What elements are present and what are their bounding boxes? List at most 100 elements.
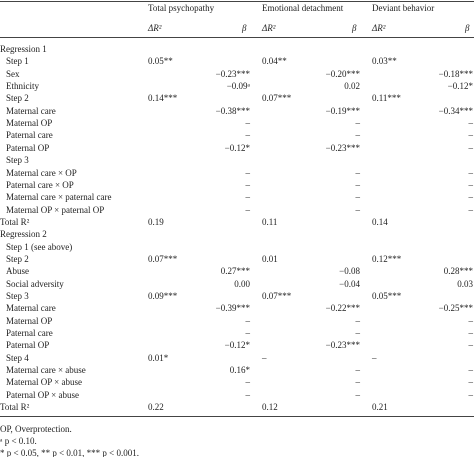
rule (0, 416, 474, 417)
row-label: Step 4 (6, 352, 29, 363)
cell: 0.03 (457, 278, 473, 289)
cell: 0.19 (148, 216, 164, 227)
cell: – (245, 315, 251, 326)
cell: −0.39*** (215, 303, 250, 314)
cell: 0.21 (372, 402, 388, 413)
cell: – (468, 179, 474, 190)
cell: – (245, 328, 251, 339)
cell: – (355, 315, 361, 326)
row-label: Paternal care (6, 328, 53, 339)
section-title: Regression 2 (0, 229, 47, 240)
row-label: Maternal care (6, 105, 56, 116)
row-label: Total R² (0, 216, 30, 227)
cell: – (468, 167, 474, 178)
cell: −0.19*** (325, 105, 360, 116)
cell: 0.05*** (372, 291, 402, 301)
row-label: Maternal care × abuse (6, 365, 86, 376)
section-title: Regression 1 (0, 44, 47, 54)
cell: – (355, 118, 361, 129)
rule (0, 1, 474, 2)
cell: 0.07*** (262, 291, 292, 301)
cell: – (355, 377, 361, 388)
cell: −0.38*** (215, 105, 250, 116)
cell: 0.07*** (148, 253, 178, 264)
cell: – (372, 352, 377, 363)
cell: −0.34*** (438, 105, 473, 116)
cell: 0.03** (372, 56, 397, 67)
cell: −0.23*** (215, 68, 250, 79)
row-label: Sex (6, 68, 20, 79)
row-label: Step 1 (see above) (6, 241, 73, 252)
column-header: β (465, 23, 470, 33)
cell: – (262, 352, 267, 363)
cell: −0.12* (224, 142, 250, 153)
cell: – (355, 179, 361, 190)
cell: 0.07*** (262, 93, 292, 104)
cell: – (245, 389, 251, 400)
cell: −0.25*** (438, 303, 473, 314)
column-header: β (242, 23, 247, 33)
row-label: Maternal care (6, 303, 56, 314)
cell: – (468, 328, 474, 339)
group-header: Deviant behavior (372, 3, 435, 13)
footnote: ᵃ p < 0.10. (0, 436, 37, 446)
cell: – (468, 340, 474, 351)
row-label: Paternal care × OP (6, 179, 74, 190)
cell: −0.20*** (325, 68, 360, 79)
cell: – (245, 192, 251, 203)
cell: – (355, 204, 361, 215)
row-label: Paternal care (6, 130, 53, 141)
row-label: Step 2 (6, 253, 29, 264)
cell: 0.11*** (372, 93, 401, 104)
row-label: Step 3 (6, 291, 29, 301)
row-label: Step 2 (6, 93, 29, 104)
row-label: Step 1 (6, 56, 29, 67)
cell: 0.05** (148, 56, 173, 67)
cell: – (245, 179, 251, 190)
row-label: Maternal OP × abuse (6, 377, 82, 388)
cell: – (468, 365, 474, 376)
row-label: Paternal OP × abuse (6, 389, 79, 400)
column-header: ΔR² (372, 23, 386, 33)
cell: −0.12* (447, 81, 473, 92)
cell: – (468, 130, 474, 141)
cell: −0.23*** (325, 340, 360, 351)
cell: – (355, 130, 361, 141)
cell: – (355, 328, 361, 339)
cell: – (245, 377, 251, 388)
cell: – (468, 142, 474, 153)
row-label: Step 3 (6, 155, 29, 166)
cell: −0.09ᵃ (226, 81, 250, 92)
cell: −0.08 (339, 266, 360, 277)
cell: 0.04** (262, 56, 287, 67)
row-label: Maternal care × OP (6, 167, 77, 178)
cell: 0.12 (262, 402, 278, 413)
row-label: Maternal OP × paternal OP (6, 204, 105, 215)
cell: −0.23*** (325, 142, 360, 153)
cell: −0.04 (339, 278, 360, 289)
cell: – (355, 389, 361, 400)
cell: – (468, 192, 474, 203)
cell: 0.28*** (443, 266, 473, 277)
cell: 0.00 (234, 278, 250, 289)
footnote: OP, Overprotection. (0, 424, 72, 434)
cell: – (468, 118, 474, 129)
cell: 0.14 (372, 216, 388, 227)
cell: 0.01 (262, 253, 278, 264)
cell: – (245, 118, 251, 129)
row-label: Paternal OP (6, 142, 50, 153)
cell: – (468, 377, 474, 388)
cell: 0.12*** (372, 253, 402, 264)
row-label: Abuse (6, 266, 29, 277)
row-label: Paternal OP (6, 340, 50, 351)
cell: −0.12* (224, 340, 250, 351)
row-label: Total R² (0, 402, 30, 413)
cell: – (355, 365, 361, 376)
cell: – (355, 167, 361, 178)
cell: 0.14*** (148, 93, 178, 104)
cell: – (245, 167, 251, 178)
row-label: Maternal care × paternal care (6, 192, 112, 203)
cell: 0.16* (229, 365, 250, 376)
column-header: β (352, 23, 357, 33)
